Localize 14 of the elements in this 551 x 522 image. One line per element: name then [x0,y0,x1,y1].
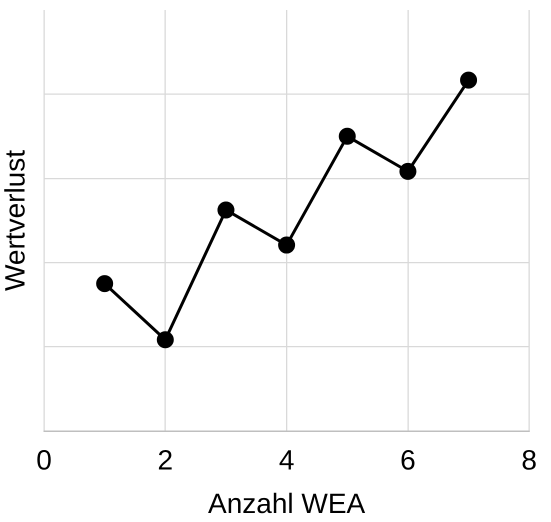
y-axis-title: Wertverlust [0,150,31,292]
x-tick-label: 4 [278,444,294,476]
point [278,236,296,254]
point [96,275,114,292]
x-axis-title: Anzahl WEA [208,488,366,519]
point [156,331,174,348]
x-tick-label: 6 [400,444,416,476]
point [460,72,478,89]
point [338,128,356,145]
x-tick-label: 2 [158,444,174,476]
x-tick-label: 8 [521,444,538,476]
x-tick-label: 0 [36,444,52,476]
point [399,162,416,180]
point [217,201,234,218]
